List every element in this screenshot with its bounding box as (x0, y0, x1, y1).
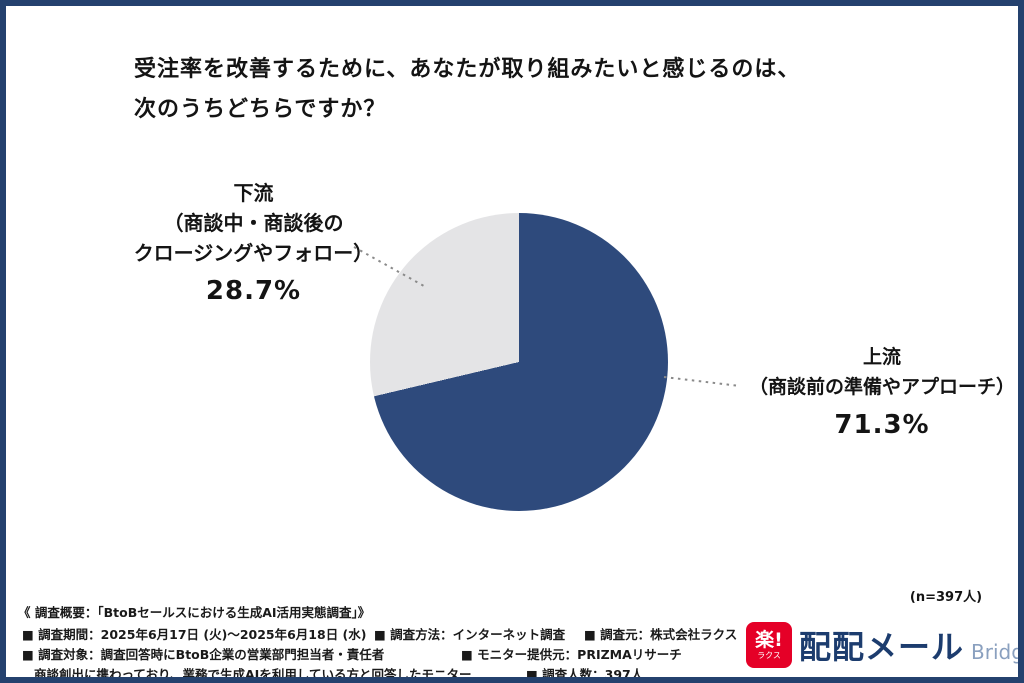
chart-title-line2: 次のうちどちらですか？ (134, 97, 387, 122)
rakus-logo-kanji: 楽! (755, 629, 783, 651)
survey-overview: 《 調査概要：「BtoBセールスにおける生成AI活用実態調査」》 (18, 605, 371, 620)
survey-monitor-provider: ■ モニター提供元：PRIZMAリサーチ (461, 647, 682, 662)
downstream-label-desc1: （商談中・商談後の (163, 211, 344, 235)
upstream-percentage: 71.3% (834, 410, 930, 440)
survey-target: ■ 調査対象：調査回答時にBtoB企業の営業部門担当者・責任者 (22, 647, 385, 662)
bridge-wordmark: Bridge (971, 640, 1024, 664)
slice-label-downstream: 下流 （商談中・商談後の クロージングやフォロー） 28.7% (106, 178, 401, 308)
downstream-label-name: 下流 (233, 181, 274, 205)
survey-details: 《 調査概要：「BtoBセールスにおける生成AI活用実態調査」》 ■ 調査期間：… (6, 6, 1018, 682)
slice-label-upstream: 上流 （商談前の準備やアプローチ） 71.3% (734, 342, 1018, 442)
haihai-mail-wordmark: 配配メール (799, 628, 965, 666)
survey-target-detail: 商談創出に携わっており、業務で生成AIを利用している方と回答したモニター (34, 667, 472, 682)
chart-title-line1: 受注率を改善するために、あなたが取り組みたいと感じるのは、 (134, 57, 801, 82)
brand-logo: 楽! ラクス 配配メール Bridge (746, 622, 1024, 669)
survey-respondent-count: ■ 調査人数：397人 (526, 667, 644, 682)
sample-size-label: (n=397人) (909, 590, 983, 605)
upstream-label-name: 上流 (862, 346, 901, 368)
survey-source: ■ 調査元：株式会社ラクス (584, 627, 738, 642)
survey-period: ■ 調査期間：2025年6月17日 (火)～2025年6月18日 (水) (22, 627, 367, 642)
downstream-label-desc2: クロージングやフォロー） (133, 241, 374, 265)
chart-title: 受注率を改善するために、あなたが取り組みたいと感じるのは、 次のうちどちらですか… (134, 50, 800, 130)
upstream-label-desc: （商談前の準備やアプローチ） (748, 376, 1015, 398)
rakus-logo-subtext: ラクス (757, 651, 781, 660)
rakus-logo-icon: 楽! ラクス (746, 622, 792, 668)
survey-method: ■ 調査方法：インターネット調査 (374, 627, 566, 642)
downstream-percentage: 28.7% (205, 276, 302, 306)
